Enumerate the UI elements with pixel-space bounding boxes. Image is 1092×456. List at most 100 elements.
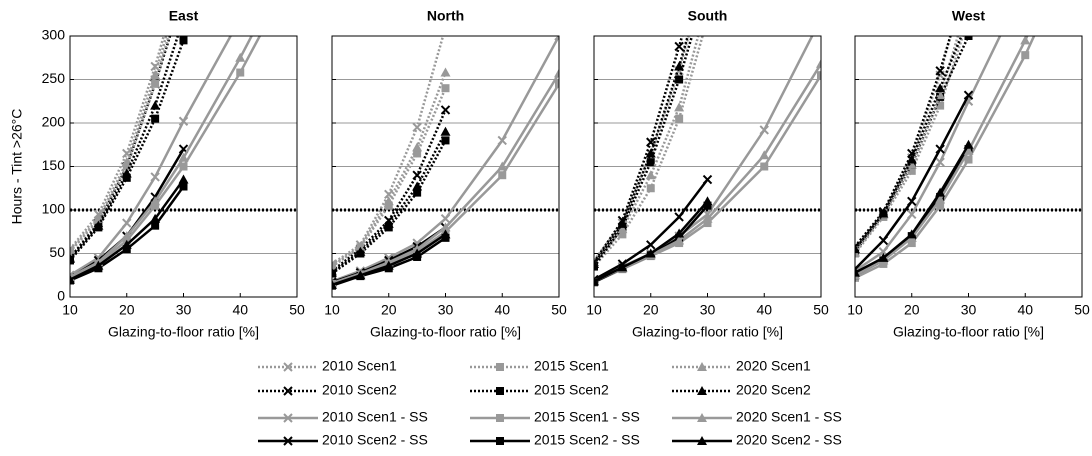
panel-frame	[331, 35, 560, 298]
legend-label: 2020 Scen2	[736, 382, 811, 398]
x-tick-label: 50	[551, 302, 567, 318]
marker-triangle	[150, 70, 161, 80]
legend-label: 2015 Scen2	[534, 382, 609, 398]
marker-square	[675, 75, 684, 84]
marker-triangle	[702, 196, 713, 206]
x-tick-label: 20	[119, 302, 135, 318]
panel-title: West	[952, 8, 986, 24]
series-line	[70, 36, 233, 277]
legend-marker	[697, 436, 707, 445]
marker-triangle	[759, 150, 770, 160]
marker-square	[151, 221, 160, 230]
marker-triangle	[855, 267, 860, 277]
y-tick-label: 200	[42, 114, 66, 130]
marker-square	[122, 162, 131, 171]
x-tick-label: 30	[438, 302, 454, 318]
legend-label: 2020 Scen1	[736, 358, 811, 374]
marker-triangle	[332, 260, 337, 270]
series-line	[70, 39, 185, 262]
x-axis-label: Glazing-to-floor ratio [%]	[632, 324, 783, 340]
marker-square	[907, 239, 916, 248]
marker-square	[646, 158, 655, 167]
marker-triangle	[121, 231, 132, 241]
marker-triangle	[935, 187, 946, 197]
legend-label: 2015 Scen2 - SS	[534, 432, 640, 448]
marker-square	[122, 245, 131, 254]
panel-frame	[593, 35, 822, 298]
marker-square	[151, 114, 160, 123]
marker-square	[179, 36, 188, 45]
marker-triangle	[878, 208, 889, 218]
marker-triangle	[412, 181, 423, 191]
series-line	[855, 36, 970, 253]
marker-square	[555, 79, 559, 88]
y-tick-label: 50	[49, 244, 65, 260]
marker-x	[646, 137, 656, 147]
legend-marker	[496, 363, 504, 371]
marker-triangle	[554, 68, 559, 78]
legend-marker	[496, 414, 504, 422]
marker-triangle	[70, 274, 75, 284]
legend-marker	[283, 386, 293, 396]
marker-x	[150, 172, 160, 182]
marker-triangle	[178, 152, 189, 162]
marker-x	[554, 36, 559, 41]
marker-square	[760, 162, 769, 171]
marker-x	[674, 41, 684, 52]
x-axis-label: Glazing-to-floor ratio [%]	[893, 324, 1044, 340]
marker-square	[441, 136, 450, 145]
series-line	[70, 36, 180, 260]
marker-square	[618, 230, 627, 239]
panel-title: East	[169, 8, 199, 24]
marker-triangle	[332, 279, 337, 289]
legend-marker	[697, 362, 707, 371]
x-tick-label: 40	[494, 302, 510, 318]
marker-triangle	[70, 253, 75, 263]
legend-label: 2010 Scen2	[322, 382, 397, 398]
marker-square	[179, 182, 188, 191]
marker-triangle	[674, 61, 685, 71]
legend-marker	[283, 436, 293, 446]
marker-x	[178, 116, 189, 126]
marker-x	[935, 157, 945, 167]
marker-square	[936, 201, 945, 210]
marker-square	[384, 201, 393, 210]
x-tick-label: 50	[813, 302, 829, 318]
marker-x	[122, 218, 132, 228]
panel-title: North	[427, 8, 464, 24]
marker-triangle	[121, 157, 132, 167]
marker-x	[935, 66, 945, 76]
x-tick-label: 10	[586, 302, 602, 318]
marker-triangle	[332, 267, 337, 277]
plot-area	[855, 36, 1082, 282]
marker-triangle	[1020, 36, 1031, 45]
marker-triangle	[150, 100, 161, 110]
marker-triangle	[674, 228, 685, 238]
marker-triangle	[594, 258, 599, 268]
marker-triangle	[93, 260, 104, 270]
marker-square	[703, 219, 712, 228]
legend-label: 2020 Scen1 - SS	[736, 409, 842, 425]
legend-label: 2015 Scen1	[534, 358, 609, 374]
marker-square	[703, 201, 712, 210]
y-axis-label: Hours - Tint >26°C	[9, 109, 25, 225]
marker-triangle	[383, 218, 394, 228]
marker-triangle	[93, 220, 104, 230]
marker-triangle	[674, 235, 685, 245]
x-tick-label: 40	[1017, 302, 1033, 318]
marker-triangle	[935, 194, 946, 204]
series-line	[855, 36, 963, 250]
x-tick-label: 50	[1074, 302, 1090, 318]
x-tick-label: 40	[756, 302, 772, 318]
legend-marker	[697, 386, 707, 395]
marker-x	[878, 235, 889, 246]
marker-triangle	[235, 52, 246, 62]
marker-triangle	[497, 161, 508, 171]
y-tick-label: 250	[42, 70, 66, 86]
marker-triangle	[674, 102, 685, 112]
x-tick-label: 30	[176, 302, 192, 318]
x-tick-label: 20	[643, 302, 659, 318]
plot-area	[332, 36, 559, 290]
marker-triangle	[935, 83, 946, 93]
